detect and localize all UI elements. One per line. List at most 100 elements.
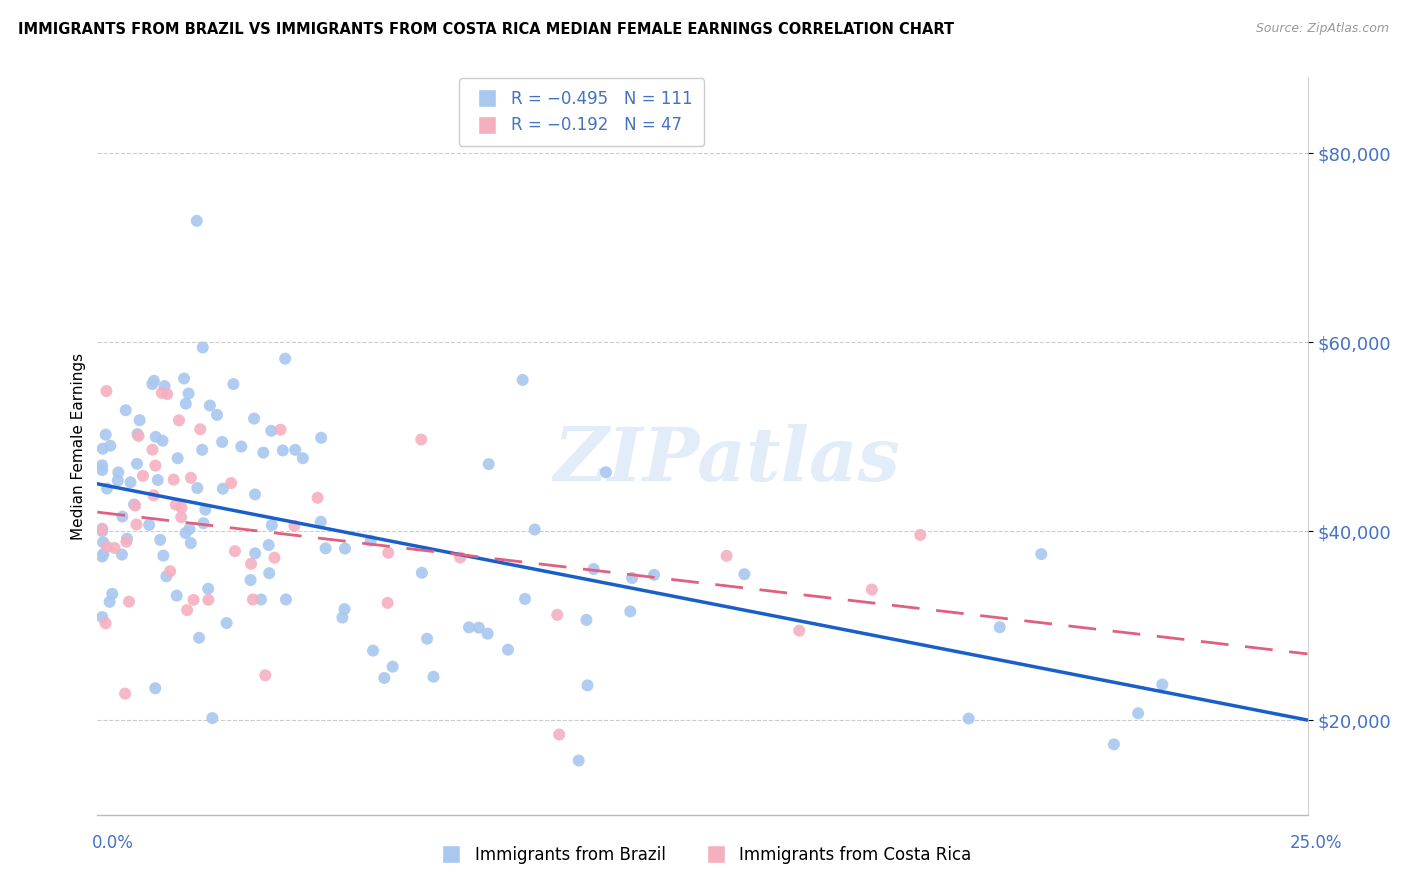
- Point: [198, 399, 221, 413]
- Point: [260, 518, 283, 533]
- Point: [194, 502, 217, 516]
- Point: [145, 458, 167, 473]
- Point: [860, 582, 883, 597]
- Point: [513, 591, 536, 606]
- Point: [170, 500, 193, 515]
- Text: ZIPatlas: ZIPatlas: [553, 425, 900, 497]
- Point: [91, 610, 114, 624]
- Legend: R = −0.495   N = 111, R = −0.192   N = 47: R = −0.495 N = 111, R = −0.192 N = 47: [458, 78, 704, 146]
- Point: [257, 538, 280, 552]
- Point: [104, 541, 127, 555]
- Point: [138, 517, 160, 532]
- Point: [576, 678, 599, 692]
- Y-axis label: Median Female Earnings: Median Female Earnings: [72, 352, 86, 540]
- Point: [91, 535, 114, 549]
- Point: [188, 631, 211, 645]
- Point: [733, 567, 755, 582]
- Point: [115, 532, 138, 546]
- Point: [231, 440, 253, 454]
- Point: [91, 523, 114, 537]
- Point: [309, 431, 332, 445]
- Point: [582, 562, 605, 576]
- Legend: Immigrants from Brazil, Immigrants from Costa Rica: Immigrants from Brazil, Immigrants from …: [427, 839, 979, 871]
- Point: [193, 516, 215, 531]
- Point: [142, 488, 165, 502]
- Point: [177, 386, 200, 401]
- Point: [242, 592, 264, 607]
- Point: [156, 387, 179, 401]
- Point: [145, 430, 167, 444]
- Point: [101, 587, 124, 601]
- Point: [643, 567, 665, 582]
- Point: [1102, 737, 1125, 751]
- Point: [128, 413, 150, 427]
- Point: [458, 620, 481, 634]
- Point: [1126, 706, 1149, 721]
- Point: [309, 515, 332, 529]
- Point: [332, 610, 354, 624]
- Point: [159, 564, 181, 578]
- Point: [315, 541, 337, 556]
- Point: [125, 517, 148, 532]
- Point: [122, 498, 145, 512]
- Point: [152, 549, 174, 563]
- Point: [166, 451, 188, 466]
- Point: [132, 468, 155, 483]
- Point: [243, 411, 266, 425]
- Point: [416, 632, 439, 646]
- Point: [263, 550, 285, 565]
- Point: [250, 592, 273, 607]
- Point: [211, 434, 233, 449]
- Point: [186, 214, 208, 228]
- Point: [180, 536, 202, 550]
- Point: [188, 422, 211, 436]
- Point: [271, 443, 294, 458]
- Point: [274, 351, 297, 366]
- Point: [149, 533, 172, 547]
- Point: [284, 442, 307, 457]
- Text: IMMIGRANTS FROM BRAZIL VS IMMIGRANTS FROM COSTA RICA MEDIAN FEMALE EARNINGS CORR: IMMIGRANTS FROM BRAZIL VS IMMIGRANTS FRO…: [18, 22, 955, 37]
- Point: [197, 592, 219, 607]
- Point: [94, 427, 117, 442]
- Point: [91, 458, 114, 473]
- Point: [96, 384, 118, 398]
- Point: [94, 616, 117, 631]
- Point: [222, 377, 245, 392]
- Point: [174, 397, 197, 411]
- Point: [219, 476, 242, 491]
- Point: [254, 668, 277, 682]
- Point: [270, 423, 292, 437]
- Point: [173, 371, 195, 385]
- Point: [910, 528, 932, 542]
- Point: [183, 593, 205, 607]
- Point: [91, 549, 114, 564]
- Point: [988, 620, 1011, 634]
- Text: 0.0%: 0.0%: [91, 834, 134, 852]
- Point: [283, 519, 305, 533]
- Point: [360, 533, 382, 548]
- Point: [422, 670, 444, 684]
- Point: [127, 427, 149, 442]
- Point: [361, 643, 384, 657]
- Point: [120, 475, 142, 490]
- Point: [496, 642, 519, 657]
- Point: [523, 523, 546, 537]
- Point: [111, 509, 134, 524]
- Point: [91, 442, 114, 456]
- Point: [546, 607, 568, 622]
- Point: [165, 498, 187, 512]
- Point: [167, 413, 190, 427]
- Point: [377, 546, 399, 560]
- Text: Source: ZipAtlas.com: Source: ZipAtlas.com: [1256, 22, 1389, 36]
- Point: [307, 491, 329, 505]
- Point: [91, 463, 114, 477]
- Point: [1031, 547, 1053, 561]
- Point: [621, 571, 644, 585]
- Point: [224, 544, 246, 558]
- Point: [93, 547, 115, 561]
- Point: [111, 548, 134, 562]
- Text: 25.0%: 25.0%: [1291, 834, 1343, 852]
- Point: [239, 573, 262, 587]
- Point: [787, 624, 810, 638]
- Point: [118, 594, 141, 608]
